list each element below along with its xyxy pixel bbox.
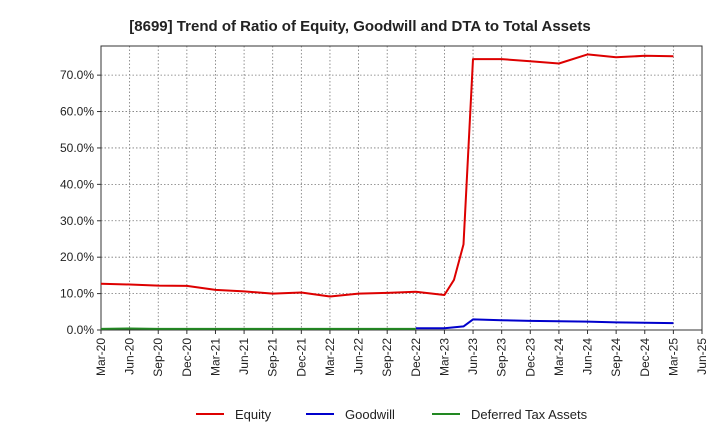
- x-tick-label: Jun-20: [123, 338, 137, 375]
- y-tick-label: 40.0%: [60, 177, 94, 191]
- axes: Mar-20 Jun-20 Sep-20 Dec-20 Mar-21 Jun-21 Sep-…: [60, 46, 709, 377]
- y-tick-label: 20.0%: [60, 250, 94, 264]
- legend-label-deferred-tax-assets: Deferred Tax Assets: [471, 407, 588, 422]
- x-tick-label: Mar-23: [437, 338, 451, 376]
- x-tick-label: Dec-20: [180, 338, 194, 377]
- chart-title: [8699] Trend of Ratio of Equity, Goodwil…: [129, 18, 590, 35]
- y-tick-label: 60.0%: [60, 105, 94, 119]
- legend-label-equity: Equity: [235, 407, 272, 422]
- x-tick-label: Mar-20: [94, 338, 108, 376]
- x-tick-label: Dec-22: [409, 338, 423, 377]
- y-tick-label: 50.0%: [60, 141, 94, 155]
- x-tick-label: Dec-21: [294, 338, 308, 377]
- x-tick-label: Sep-21: [266, 338, 280, 377]
- legend-label-goodwill: Goodwill: [345, 407, 395, 422]
- legend: Equity Goodwill Deferred Tax Assets: [196, 407, 588, 422]
- x-tick-label: Dec-24: [638, 338, 652, 377]
- x-tick-label: Mar-21: [208, 338, 222, 376]
- x-tick-label: Mar-25: [666, 338, 680, 376]
- x-tick-label: Sep-20: [151, 338, 165, 377]
- x-tick-label: Sep-22: [380, 338, 394, 377]
- y-tick-label: 30.0%: [60, 214, 94, 228]
- x-tick-label: Jun-21: [237, 338, 251, 375]
- x-tick-label: Jun-23: [466, 338, 480, 375]
- x-tick-label: Mar-24: [552, 338, 566, 376]
- x-tick-label: Jun-25: [695, 338, 709, 375]
- series-line-goodwill: [416, 319, 674, 328]
- x-tick-label: Dec-23: [523, 338, 537, 377]
- y-tick-label: 70.0%: [60, 68, 94, 82]
- x-tick-label: Sep-24: [609, 338, 623, 377]
- y-tick-label: 10.0%: [60, 287, 94, 301]
- y-tick-label: 0.0%: [67, 323, 95, 337]
- x-tick-label: Jun-24: [581, 338, 595, 375]
- x-tick-label: Jun-22: [352, 338, 366, 375]
- x-tick-label: Mar-22: [323, 338, 337, 376]
- x-tick-label: Sep-23: [495, 338, 509, 377]
